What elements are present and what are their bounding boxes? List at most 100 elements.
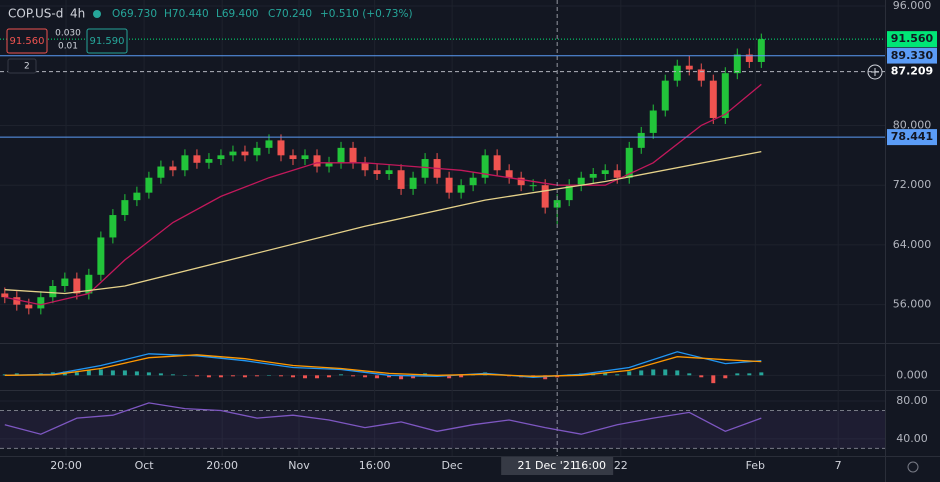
candle-body: [157, 166, 165, 178]
rsi-band: [0, 410, 885, 449]
change: +0.510 (+0.73%): [320, 8, 413, 20]
y-tick-label: 40.00: [896, 432, 928, 445]
price-label-bg: [887, 31, 937, 48]
histogram-bar: [375, 375, 380, 379]
candle-body: [733, 54, 741, 74]
add-icon: [871, 68, 879, 76]
price-label: 87.209: [891, 65, 933, 78]
indicator-line: [4, 351, 762, 378]
histogram-bar: [146, 372, 151, 376]
candle-body: [265, 140, 273, 148]
histogram-bar: [134, 371, 139, 376]
symbol[interactable]: COP.US-d: [8, 7, 63, 21]
crosshair-date: 21 Dec '21: [518, 459, 577, 472]
volume[interactable]: 0.01: [58, 42, 78, 52]
y-tick-label: 96.000: [893, 0, 932, 12]
candle-body: [301, 155, 309, 160]
histogram-bar: [14, 373, 19, 376]
y-tick-label: 56.000: [893, 298, 932, 311]
histogram-bar: [182, 375, 187, 376]
candle-body: [457, 185, 465, 193]
candle-body: [361, 162, 369, 171]
histogram-bar: [315, 375, 320, 379]
candle-body: [13, 297, 21, 305]
candle-body: [325, 162, 333, 167]
candle-body: [133, 192, 141, 201]
histogram-bar: [290, 375, 295, 378]
candle-body: [181, 155, 189, 171]
candle-body: [241, 151, 249, 156]
y-tick-label: 64.000: [893, 238, 932, 251]
candle-body: [529, 185, 537, 187]
histogram-bar: [459, 375, 464, 378]
indicator-line: [4, 354, 762, 377]
histogram-bar: [339, 374, 344, 376]
histogram-bar: [351, 375, 356, 377]
histogram-bar: [194, 375, 199, 377]
histogram-bar: [747, 373, 752, 376]
histogram-bar: [411, 375, 416, 379]
histogram-bar: [278, 375, 283, 377]
histogram-bar: [254, 375, 259, 377]
histogram-bar: [723, 375, 728, 379]
candle-body: [697, 69, 705, 81]
candle-body: [685, 65, 693, 70]
histogram-bar: [759, 372, 764, 376]
indicator-count[interactable]: 2: [24, 62, 30, 72]
y-tick-label: 80.00: [896, 394, 928, 407]
candle-body: [709, 80, 717, 118]
price-label: 89.330: [891, 49, 934, 62]
histogram-bar: [170, 374, 175, 376]
candle-body: [349, 147, 357, 163]
sell-button[interactable]: [6, 28, 48, 54]
candle-body: [49, 285, 57, 298]
y-tick-label: 80.000: [893, 118, 932, 131]
histogram-bar: [122, 370, 127, 376]
price-label-bg: [887, 129, 937, 146]
candle-body: [289, 155, 297, 160]
candle-body: [613, 170, 621, 178]
x-tick-label: Oct: [135, 459, 155, 472]
indicator-toggle[interactable]: [7, 58, 37, 74]
crosshair-time: 16:00: [574, 459, 606, 472]
sell-price[interactable]: 91.560: [10, 36, 45, 47]
candle-body: [637, 132, 645, 148]
candle-body: [757, 39, 765, 62]
candle-body: [745, 54, 753, 62]
price-label: 78.441: [891, 130, 933, 143]
buy-button[interactable]: [86, 28, 128, 54]
settings-button[interactable]: [907, 461, 919, 473]
x-tick-label: 20:00: [206, 459, 238, 472]
histogram-bar: [230, 375, 235, 377]
candle-body: [337, 147, 345, 163]
ohlc-close: C70.240: [268, 8, 312, 20]
spread: 0.030: [55, 29, 81, 39]
candle-body: [73, 278, 81, 294]
interval[interactable]: 4h: [70, 7, 85, 21]
candle-body: [601, 170, 609, 174]
x-tick-label: 22: [614, 459, 628, 472]
add-button[interactable]: [867, 64, 883, 80]
candle-body: [97, 237, 105, 275]
y-tick-label: 0.000: [896, 368, 928, 381]
histogram-bar: [387, 375, 392, 378]
candle-body: [193, 155, 201, 163]
candle-body: [673, 65, 681, 81]
histogram-bar: [242, 375, 247, 378]
candle-body: [505, 170, 513, 178]
ohlc-high: H70.440: [164, 8, 209, 20]
candle-body: [373, 170, 381, 174]
candle-body: [277, 140, 285, 156]
candle-body: [721, 73, 729, 118]
candle-body: [145, 177, 153, 193]
status-dot: [93, 10, 101, 18]
candle-body: [385, 170, 393, 174]
histogram-bar: [687, 373, 692, 376]
buy-price[interactable]: 91.590: [90, 36, 125, 47]
indicator-line: [4, 150, 762, 295]
histogram-bar: [158, 373, 163, 376]
legend: COP.US-d 4h O69.730 H70.440 L69.400 C70.…: [6, 7, 919, 473]
candle-body: [589, 173, 597, 178]
candle-body: [1, 293, 9, 298]
histogram-bar: [615, 374, 620, 376]
